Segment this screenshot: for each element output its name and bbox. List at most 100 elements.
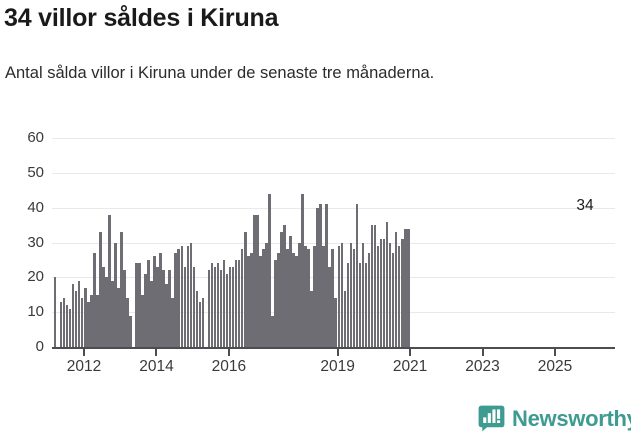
bar	[177, 249, 181, 347]
logo-wordmark: Newsworthy	[512, 405, 631, 431]
bar	[280, 232, 283, 347]
bar	[313, 245, 316, 347]
bar	[144, 273, 147, 347]
bar	[123, 270, 126, 347]
bar	[240, 249, 244, 347]
bar	[95, 294, 99, 347]
bar	[286, 249, 289, 347]
bar	[192, 266, 196, 347]
bar	[379, 239, 383, 347]
bar	[277, 252, 280, 347]
x-axis-tick	[336, 349, 339, 356]
x-axis-tick	[227, 349, 230, 356]
bar	[153, 256, 156, 347]
x-axis-tick	[554, 349, 556, 356]
bar	[343, 291, 347, 347]
bar	[352, 249, 356, 347]
y-axis-tick-label: 60	[27, 129, 44, 146]
y-axis-tick-label: 40	[27, 198, 44, 216]
bar	[364, 263, 368, 347]
bar	[135, 263, 138, 347]
bar	[159, 252, 162, 347]
bar	[89, 294, 93, 347]
x-axis-tick-label: 2023	[465, 358, 500, 375]
bar	[361, 242, 365, 347]
bar	[249, 252, 253, 347]
bar	[225, 273, 229, 347]
newsworthy-logo: Newsworthy	[478, 405, 631, 432]
y-axis-tick-label: 30	[27, 233, 44, 251]
bar	[331, 249, 335, 347]
bar	[219, 270, 223, 347]
y-axis-tick-label: 10	[27, 303, 44, 321]
bar	[349, 242, 353, 347]
bar	[373, 225, 377, 347]
bar	[117, 287, 120, 347]
bar	[165, 284, 169, 347]
bar	[77, 280, 81, 347]
bar	[376, 245, 380, 347]
bar	[65, 305, 69, 347]
bar	[180, 245, 184, 347]
bar	[394, 232, 398, 347]
bar	[301, 193, 304, 347]
bar	[283, 225, 286, 347]
bar	[271, 315, 274, 347]
bar	[298, 242, 301, 347]
x-axis-tick-label: 2021	[392, 358, 428, 375]
x-axis-tick-label: 2014	[139, 358, 174, 375]
highlight-value-label: 34	[576, 196, 594, 214]
bar	[222, 259, 226, 347]
x-axis-tick-label: 2025	[537, 358, 573, 375]
bar	[289, 235, 292, 347]
bar	[162, 270, 165, 347]
bar	[92, 252, 96, 347]
x-axis-tick	[155, 349, 158, 356]
bar	[403, 228, 407, 347]
bar	[243, 232, 247, 347]
bar	[183, 266, 187, 347]
bar	[340, 242, 344, 347]
bar	[397, 245, 401, 347]
chart-subtitle: Antal sålda villor i Kiruna under de sen…	[5, 64, 435, 82]
bar	[83, 287, 87, 347]
bar	[74, 291, 78, 347]
bar	[80, 298, 84, 347]
bar	[255, 214, 259, 347]
bar	[246, 256, 250, 347]
bar	[168, 270, 172, 347]
y-axis-tick-label: 50	[27, 163, 44, 181]
gridline	[52, 172, 615, 174]
bar	[388, 242, 392, 347]
bar-chart-speech-bubble-icon	[478, 405, 505, 432]
bar	[325, 204, 329, 347]
bar	[189, 242, 193, 347]
bar	[346, 263, 350, 347]
bar	[334, 298, 338, 347]
bar	[186, 245, 190, 347]
bar	[228, 266, 232, 347]
gridline	[52, 242, 615, 244]
bar	[120, 232, 123, 347]
bar	[111, 280, 114, 347]
bar	[316, 207, 319, 347]
y-axis-tick-label: 20	[27, 268, 44, 286]
bar	[237, 259, 241, 347]
bar	[400, 239, 404, 347]
bar	[355, 204, 359, 347]
bar	[319, 204, 322, 347]
bar	[102, 266, 105, 347]
bar	[129, 315, 132, 347]
bar	[391, 252, 395, 347]
bar	[307, 249, 310, 347]
bar	[210, 263, 214, 347]
bar	[382, 239, 386, 347]
bar	[292, 252, 295, 347]
y-axis-tick-label: 0	[35, 338, 44, 355]
bar	[59, 301, 63, 347]
bar	[328, 266, 332, 347]
bar	[259, 256, 262, 347]
bar	[68, 308, 72, 347]
